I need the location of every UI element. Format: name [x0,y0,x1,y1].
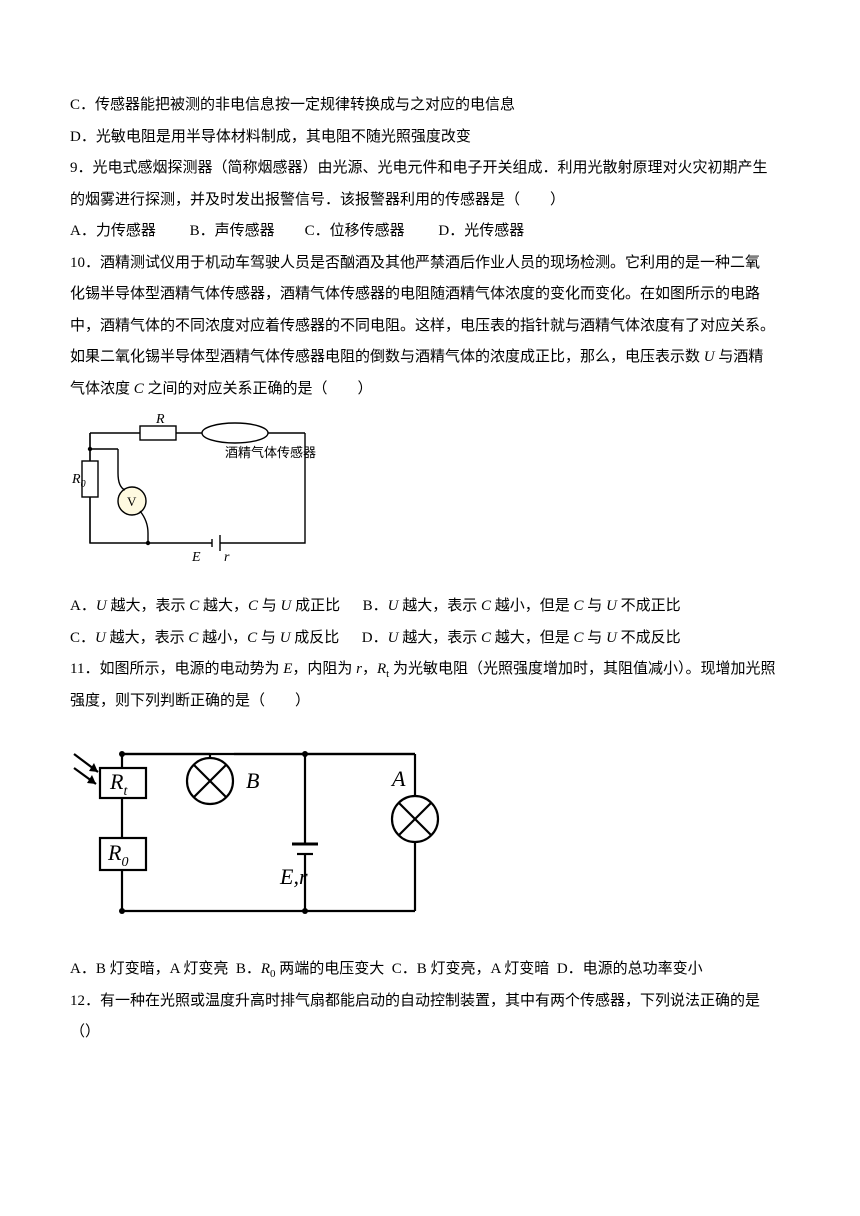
fig10-label-E: E [191,550,201,565]
q9-stem-1: 9．光电式感烟探测器（简称烟感器）由光源、光电元件和电子开关组成．利用光散射原理… [70,153,790,185]
q8-option-d: D．光敏电阻是用半导体材料制成，其电阻不随光照强度改变 [70,122,790,154]
q12-stem-1: 12．有一种在光照或温度升高时排气扇都能启动的自动控制装置，其中有两个传感器，下… [70,986,790,1018]
q9-option-a: A．力传感器 [70,216,156,248]
fig10-label-r: r [224,550,230,565]
q11-stem-1: 11．如图所示，电源的电动势为 E，内阻为 r，Rt 为光敏电阻（光照强度增加时… [70,654,790,686]
q8-option-c: C．传感器能把被测的非电信息按一定规律转换成与之对应的电信息 [70,90,790,122]
q10-stem-3: 中，酒精气体的不同浓度对应着传感器的不同电阻。这样，电压表的指针就与酒精气体浓度… [70,311,790,343]
q9-options: A．力传感器 B．声传感器 C．位移传感器 D．光传感器 [70,216,790,248]
q10-stem-2: 化锡半导体型酒精气体传感器，酒精气体传感器的电阻随酒精气体浓度的变化而变化。在如… [70,279,790,311]
q10-stem-4: 如果二氧化锡半导体型酒精气体传感器电阻的倒数与酒精气体的浓度成正比，那么，电压表… [70,342,790,374]
svg-text:E,r: E,r [279,864,308,889]
q9-option-b: B．声传感器 [190,216,275,248]
q11-figure: Rt R0 B A E,r [70,726,790,936]
q10-figure: R 酒精气体传感器 R0 V E r [70,413,790,573]
q11-options: A．B 灯变暗，A 灯变亮 B．R0 两端的电压变大 C．B 灯变亮，A 灯变暗… [70,954,790,986]
q11-stem-2: 强度，则下列判断正确的是（ ） [70,686,790,718]
svg-text:A: A [390,766,406,791]
q10-stem-5: 气体浓度 C 之间的对应关系正确的是（ ） [70,374,790,406]
q10-stem-1: 10．酒精测试仪用于机动车驾驶人员是否酗酒及其他严禁酒后作业人员的现场检测。它利… [70,248,790,280]
q9-option-d: D．光传感器 [438,216,524,248]
q12-stem-2: （） [70,1017,790,1049]
q10-options-row1: A．U 越大，表示 C 越大，C 与 U 成正比 B．U 越大，表示 C 越小，… [70,591,790,623]
fig10-label-R: R [155,413,165,427]
q9-stem-2: 的烟雾进行探测，并及时发出报警信号．该报警器利用的传感器是（ ） [70,185,790,217]
q10-options-row2: C．U 越大，表示 C 越小，C 与 U 成反比 D．U 越大，表示 C 越大，… [70,623,790,655]
fig10-sensor-label: 酒精气体传感器 [225,445,316,460]
q9-option-c: C．位移传感器 [305,216,405,248]
fig10-label-V: V [127,494,137,509]
svg-text:B: B [246,768,259,793]
